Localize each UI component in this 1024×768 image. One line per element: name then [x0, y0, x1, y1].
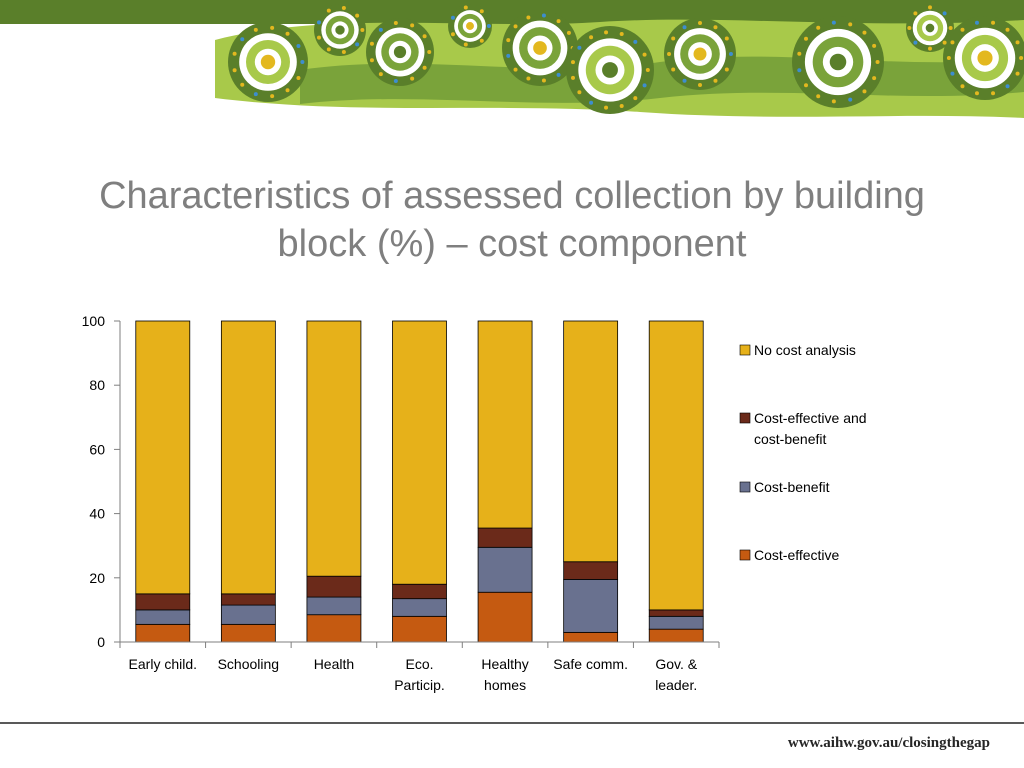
x-tick-label: Safe comm. — [553, 656, 628, 672]
banner-circle — [664, 18, 736, 90]
title-line-2: block (%) – cost component — [277, 223, 747, 265]
x-tick-label: leader. — [655, 677, 697, 693]
bar-segment — [135, 593, 191, 611]
bar-segment — [392, 320, 447, 585]
legend-label: cost-benefit — [754, 431, 826, 447]
legend-label: Cost-effective and — [754, 410, 867, 426]
legend-label: No cost analysis — [754, 342, 856, 358]
bar-segment — [306, 320, 362, 577]
y-tick-label: 100 — [82, 313, 106, 329]
bar-segment — [648, 628, 704, 643]
bar-segment — [392, 615, 447, 643]
legend-swatch — [739, 412, 751, 424]
decorative-banner — [0, 0, 1024, 118]
banner-circle — [314, 4, 366, 56]
bar-segment — [306, 596, 362, 616]
banner-circle — [502, 10, 578, 86]
bar-segment — [220, 623, 276, 643]
footer-url[interactable]: www.aihw.gov.au/closingthegap — [787, 735, 990, 751]
banner-circle — [366, 18, 434, 86]
bar-segment — [477, 527, 533, 548]
bar-segment — [135, 609, 191, 625]
bar-segment — [563, 631, 619, 643]
y-tick-label: 0 — [97, 634, 105, 650]
y-tick-label: 20 — [89, 570, 105, 586]
title-line-1: Characteristics of assessed collection b… — [99, 175, 925, 217]
x-tick-label: Eco. — [405, 656, 433, 672]
bar-segment — [648, 609, 704, 617]
bar-segment — [135, 320, 191, 595]
footer-divider — [0, 722, 1024, 724]
x-tick-label: Health — [314, 656, 354, 672]
bar-segment — [135, 623, 191, 643]
x-tick-label: Early child. — [129, 656, 197, 672]
banner-circle — [228, 22, 308, 102]
bar-segment — [648, 320, 704, 611]
bar-segment — [563, 320, 619, 563]
bar-segment — [392, 583, 447, 600]
bar-segment — [220, 320, 276, 595]
banner-circle — [943, 16, 1024, 100]
bar-segment — [477, 320, 533, 529]
bar-segment — [648, 615, 704, 630]
bar-segment — [477, 546, 533, 593]
bar-segment — [477, 591, 533, 643]
y-tick-label: 60 — [89, 441, 105, 457]
bar-segment — [220, 604, 276, 625]
legend-label: Cost-benefit — [754, 479, 830, 495]
y-tick-label: 40 — [89, 506, 105, 522]
slide-title: Characteristics of assessed collection b… — [40, 172, 984, 268]
banner-circle — [792, 16, 884, 108]
banner-circle — [906, 4, 954, 52]
bar-segment — [563, 561, 619, 580]
y-tick-label: 80 — [89, 377, 105, 393]
bar-segment — [306, 575, 362, 598]
bar-segment — [392, 598, 447, 617]
bar-segment — [563, 579, 619, 633]
bar-segment — [306, 614, 362, 643]
legend-swatch — [739, 549, 751, 561]
x-tick-label: Schooling — [218, 656, 280, 672]
x-tick-label: Healthy — [481, 656, 528, 672]
x-tick-label: homes — [484, 677, 526, 693]
bar-segment — [220, 593, 276, 606]
banner-art — [215, 4, 1024, 118]
legend-swatch — [739, 481, 751, 493]
banner-circle — [448, 4, 492, 48]
banner-circle — [566, 26, 654, 114]
legend-swatch — [739, 344, 751, 356]
x-tick-label: Gov. & — [655, 656, 697, 672]
x-tick-label: Particip. — [394, 677, 445, 693]
legend-label: Cost-effective — [754, 547, 840, 563]
